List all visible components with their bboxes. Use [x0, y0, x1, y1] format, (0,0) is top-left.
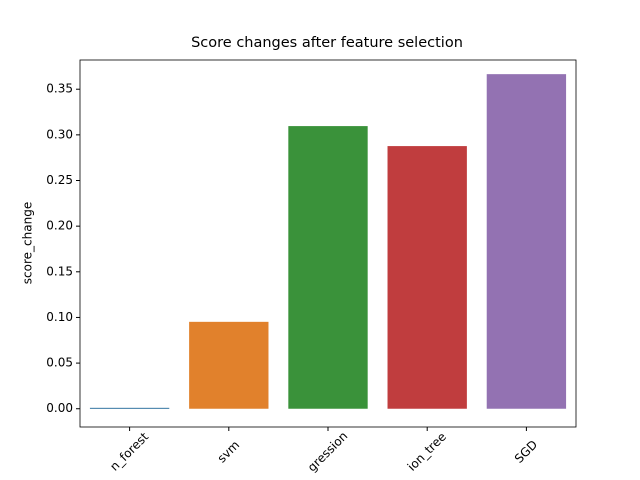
- chart-title: Score changes after feature selection: [191, 35, 463, 51]
- bar: [189, 321, 269, 409]
- y-tick-label: 0.10: [46, 310, 73, 324]
- x-tick-label: ion_tree: [405, 430, 449, 474]
- x-tick-label: SGD: [512, 437, 540, 465]
- y-tick-label: 0.35: [46, 82, 73, 96]
- x-tick-label: svm: [215, 438, 243, 466]
- bar: [288, 126, 368, 409]
- y-tick-label: 0.05: [46, 356, 73, 370]
- y-tick-label: 0.20: [46, 219, 73, 233]
- y-tick-label: 0.00: [46, 401, 73, 415]
- bar: [486, 74, 567, 409]
- x-tick-label: gression: [305, 429, 351, 475]
- bar: [387, 146, 467, 409]
- axes-frame: [79, 59, 577, 428]
- y-tick-label: 0.25: [46, 173, 73, 187]
- y-tick-label: 0.15: [46, 264, 73, 278]
- y-axis-label: score_change: [21, 202, 35, 284]
- bar: [89, 407, 170, 409]
- x-tick-label: n_forest: [107, 429, 151, 473]
- y-tick-label: 0.30: [46, 127, 73, 141]
